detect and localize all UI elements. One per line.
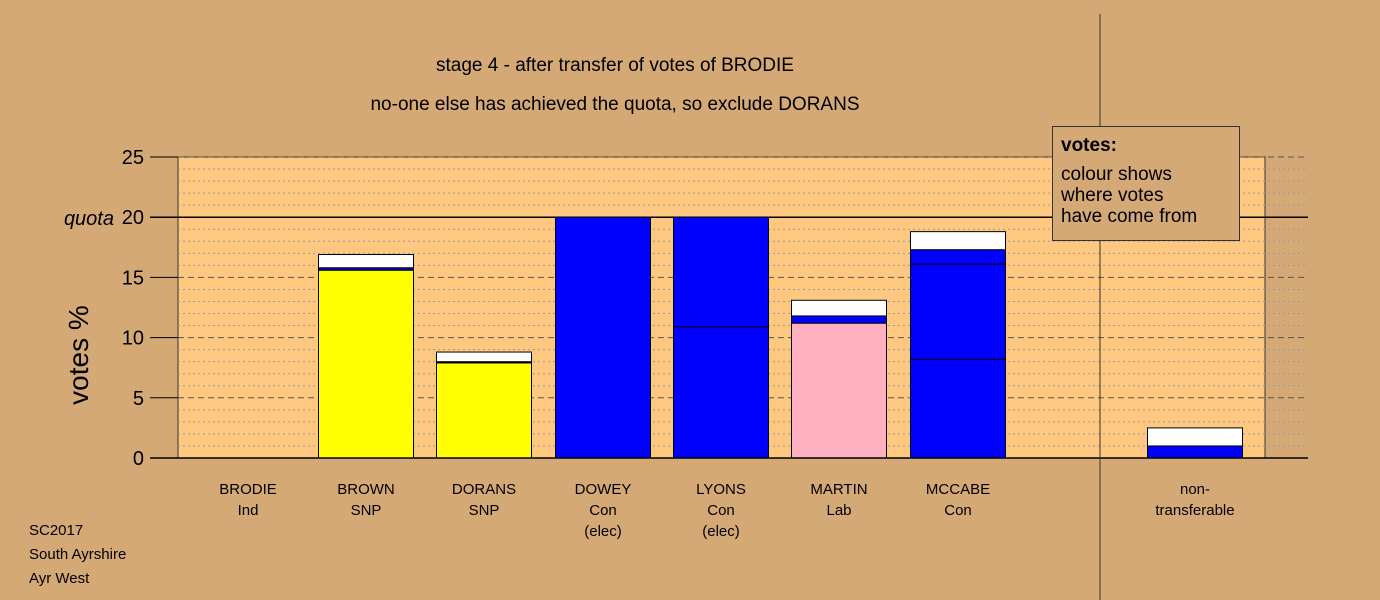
category-label: MCCABE — [926, 481, 990, 498]
category-label: LYONS — [696, 481, 746, 498]
bar-segment-lyons-1 — [673, 216, 769, 328]
category-label: (elec) — [702, 523, 740, 540]
category-label: Con — [707, 502, 735, 519]
y-tick-label: 25 — [122, 147, 144, 169]
category-label: Ind — [238, 502, 259, 519]
category-label: (elec) — [584, 523, 622, 540]
bar-segment-martin-1 — [791, 315, 887, 324]
category-label: transferable — [1155, 502, 1234, 519]
category-label: DOWEY — [575, 481, 632, 498]
bar-segment-mccabe-0 — [910, 358, 1006, 459]
category-label: Lab — [826, 502, 851, 519]
x-category-labels: BRODIE Ind BROWN SNP DORANS SNP DOWEY Con (elec)… — [219, 481, 1234, 540]
bars — [318, 216, 1243, 459]
category-label: MARTIN — [810, 481, 867, 498]
category-label: SNP — [469, 502, 500, 519]
chart-title: stage 4 - after transfer of votes of BRO… — [436, 55, 794, 76]
category-label: non- — [1180, 481, 1210, 498]
y-tick-label: 5 — [133, 388, 144, 410]
bar-segment-dorans-2 — [436, 351, 532, 363]
y-tick-label: 15 — [122, 267, 144, 289]
bar-segment-mccabe-3 — [910, 231, 1006, 251]
legend-title: votes: — [1061, 135, 1117, 156]
bar-segment-brown-2 — [318, 254, 414, 269]
bar-segment-dowey-0 — [555, 216, 651, 459]
bar-segment-brown-0 — [318, 269, 414, 459]
footer-council: South Ayrshire — [29, 546, 127, 563]
y-tick-label: 0 — [133, 448, 144, 470]
y-tick-label: 10 — [122, 328, 144, 350]
bar-segment-lyons-0 — [673, 326, 769, 459]
legend-text: colour shows where votes have come from — [1061, 164, 1198, 227]
footer-code: SC2017 — [29, 522, 84, 539]
bar-segment-martin-0 — [791, 322, 887, 459]
bar-segment-martin-2 — [791, 299, 887, 317]
category-label: BRODIE — [219, 481, 277, 498]
bar-segment-non-0 — [1147, 445, 1243, 459]
legend-box: votes: colour shows where votes have com… — [1052, 126, 1240, 241]
footer-ward: Ayr West — [29, 570, 90, 587]
bar-segment-mccabe-2 — [910, 249, 1006, 265]
bar-segment-mccabe-1 — [910, 263, 1006, 360]
bar-segment-dorans-0 — [436, 362, 532, 459]
quota-label: quota — [64, 208, 114, 230]
y-axis-label: votes % — [63, 305, 94, 405]
category-label: DORANS — [452, 481, 516, 498]
category-label: Con — [944, 502, 972, 519]
axes — [150, 14, 1308, 600]
category-label: Con — [589, 502, 617, 519]
chart-subtitle: no-one else has achieved the quota, so e… — [370, 94, 860, 115]
category-label: BROWN — [337, 481, 395, 498]
y-tick-label: 20 — [122, 207, 144, 229]
y-tick-labels: 0 5 10 15 20 25 — [122, 147, 144, 470]
category-label: SNP — [351, 502, 382, 519]
bar-segment-non-1 — [1147, 427, 1243, 447]
